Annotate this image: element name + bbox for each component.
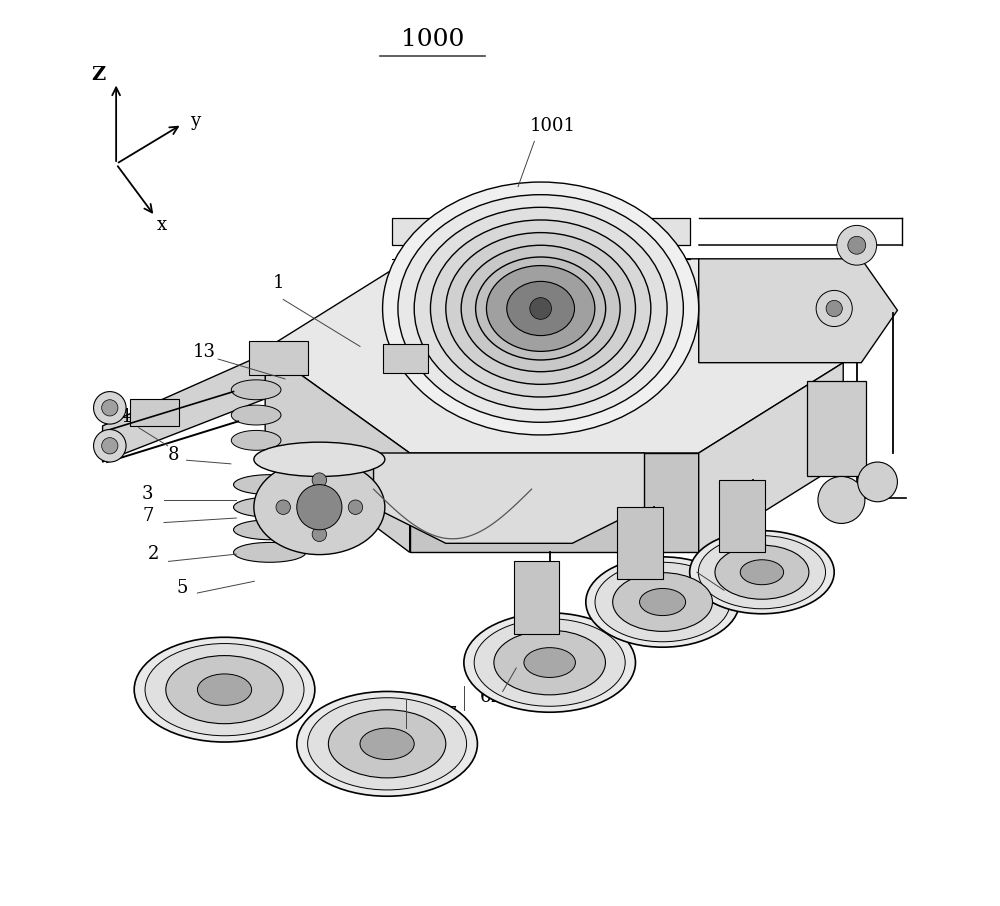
Ellipse shape [297, 691, 477, 796]
Polygon shape [265, 259, 843, 453]
Ellipse shape [476, 257, 606, 360]
Polygon shape [103, 353, 265, 462]
Text: 7: 7 [142, 507, 153, 525]
Text: 5: 5 [176, 580, 188, 597]
Text: 2: 2 [147, 545, 159, 564]
Ellipse shape [613, 573, 712, 631]
Ellipse shape [398, 195, 683, 422]
Ellipse shape [640, 589, 686, 615]
Ellipse shape [231, 405, 281, 425]
Ellipse shape [486, 265, 595, 352]
Ellipse shape [595, 563, 730, 641]
Polygon shape [374, 453, 645, 544]
Text: 1003: 1003 [689, 589, 735, 606]
Ellipse shape [231, 430, 281, 450]
Circle shape [102, 438, 118, 454]
Circle shape [348, 500, 363, 515]
Circle shape [94, 429, 126, 462]
FancyBboxPatch shape [719, 480, 765, 553]
Circle shape [276, 500, 290, 515]
Circle shape [94, 391, 126, 424]
Ellipse shape [308, 698, 467, 790]
Ellipse shape [715, 545, 809, 599]
Circle shape [530, 298, 551, 319]
FancyBboxPatch shape [249, 341, 308, 375]
Ellipse shape [507, 282, 575, 335]
FancyBboxPatch shape [383, 343, 428, 372]
Ellipse shape [360, 728, 414, 759]
FancyBboxPatch shape [514, 562, 559, 633]
Circle shape [848, 236, 866, 255]
FancyBboxPatch shape [807, 381, 866, 476]
Text: x: x [157, 217, 167, 235]
Ellipse shape [234, 543, 306, 563]
Ellipse shape [234, 520, 306, 540]
Text: 13: 13 [193, 342, 216, 361]
Ellipse shape [328, 709, 446, 778]
Text: 4: 4 [119, 408, 131, 426]
Circle shape [312, 473, 327, 487]
Text: 8: 8 [167, 446, 179, 464]
Ellipse shape [690, 531, 834, 613]
Ellipse shape [740, 560, 784, 584]
Ellipse shape [524, 648, 575, 678]
Polygon shape [392, 218, 690, 246]
Ellipse shape [234, 497, 306, 517]
Ellipse shape [586, 557, 739, 647]
Circle shape [837, 226, 877, 265]
Text: 1001: 1001 [529, 117, 575, 135]
Circle shape [818, 477, 865, 524]
Ellipse shape [197, 674, 252, 706]
Text: 7: 7 [446, 706, 457, 724]
Ellipse shape [383, 182, 699, 435]
Circle shape [858, 462, 897, 502]
Circle shape [826, 301, 842, 316]
Text: Z: Z [91, 66, 105, 84]
Text: 62: 62 [480, 688, 502, 706]
Ellipse shape [698, 535, 826, 609]
Ellipse shape [231, 380, 281, 400]
Ellipse shape [254, 442, 385, 477]
Polygon shape [130, 399, 179, 426]
Ellipse shape [430, 220, 651, 397]
Ellipse shape [166, 656, 283, 724]
Circle shape [297, 485, 342, 530]
Text: 3: 3 [142, 485, 153, 503]
Circle shape [816, 291, 852, 326]
Ellipse shape [414, 207, 667, 410]
Ellipse shape [145, 643, 304, 736]
Ellipse shape [464, 612, 635, 712]
Polygon shape [699, 362, 843, 553]
Polygon shape [265, 349, 410, 553]
Text: 1: 1 [273, 275, 284, 293]
Ellipse shape [461, 246, 620, 371]
Ellipse shape [446, 233, 635, 384]
Ellipse shape [474, 619, 625, 707]
Ellipse shape [134, 637, 315, 742]
Circle shape [312, 527, 327, 542]
Ellipse shape [254, 459, 385, 554]
Polygon shape [699, 259, 897, 362]
Text: y: y [190, 111, 200, 130]
Text: 1002: 1002 [369, 724, 415, 742]
Text: 1000: 1000 [401, 28, 464, 51]
Ellipse shape [234, 475, 306, 495]
FancyBboxPatch shape [617, 507, 663, 580]
Circle shape [102, 400, 118, 416]
Ellipse shape [494, 631, 605, 695]
Polygon shape [410, 453, 699, 553]
